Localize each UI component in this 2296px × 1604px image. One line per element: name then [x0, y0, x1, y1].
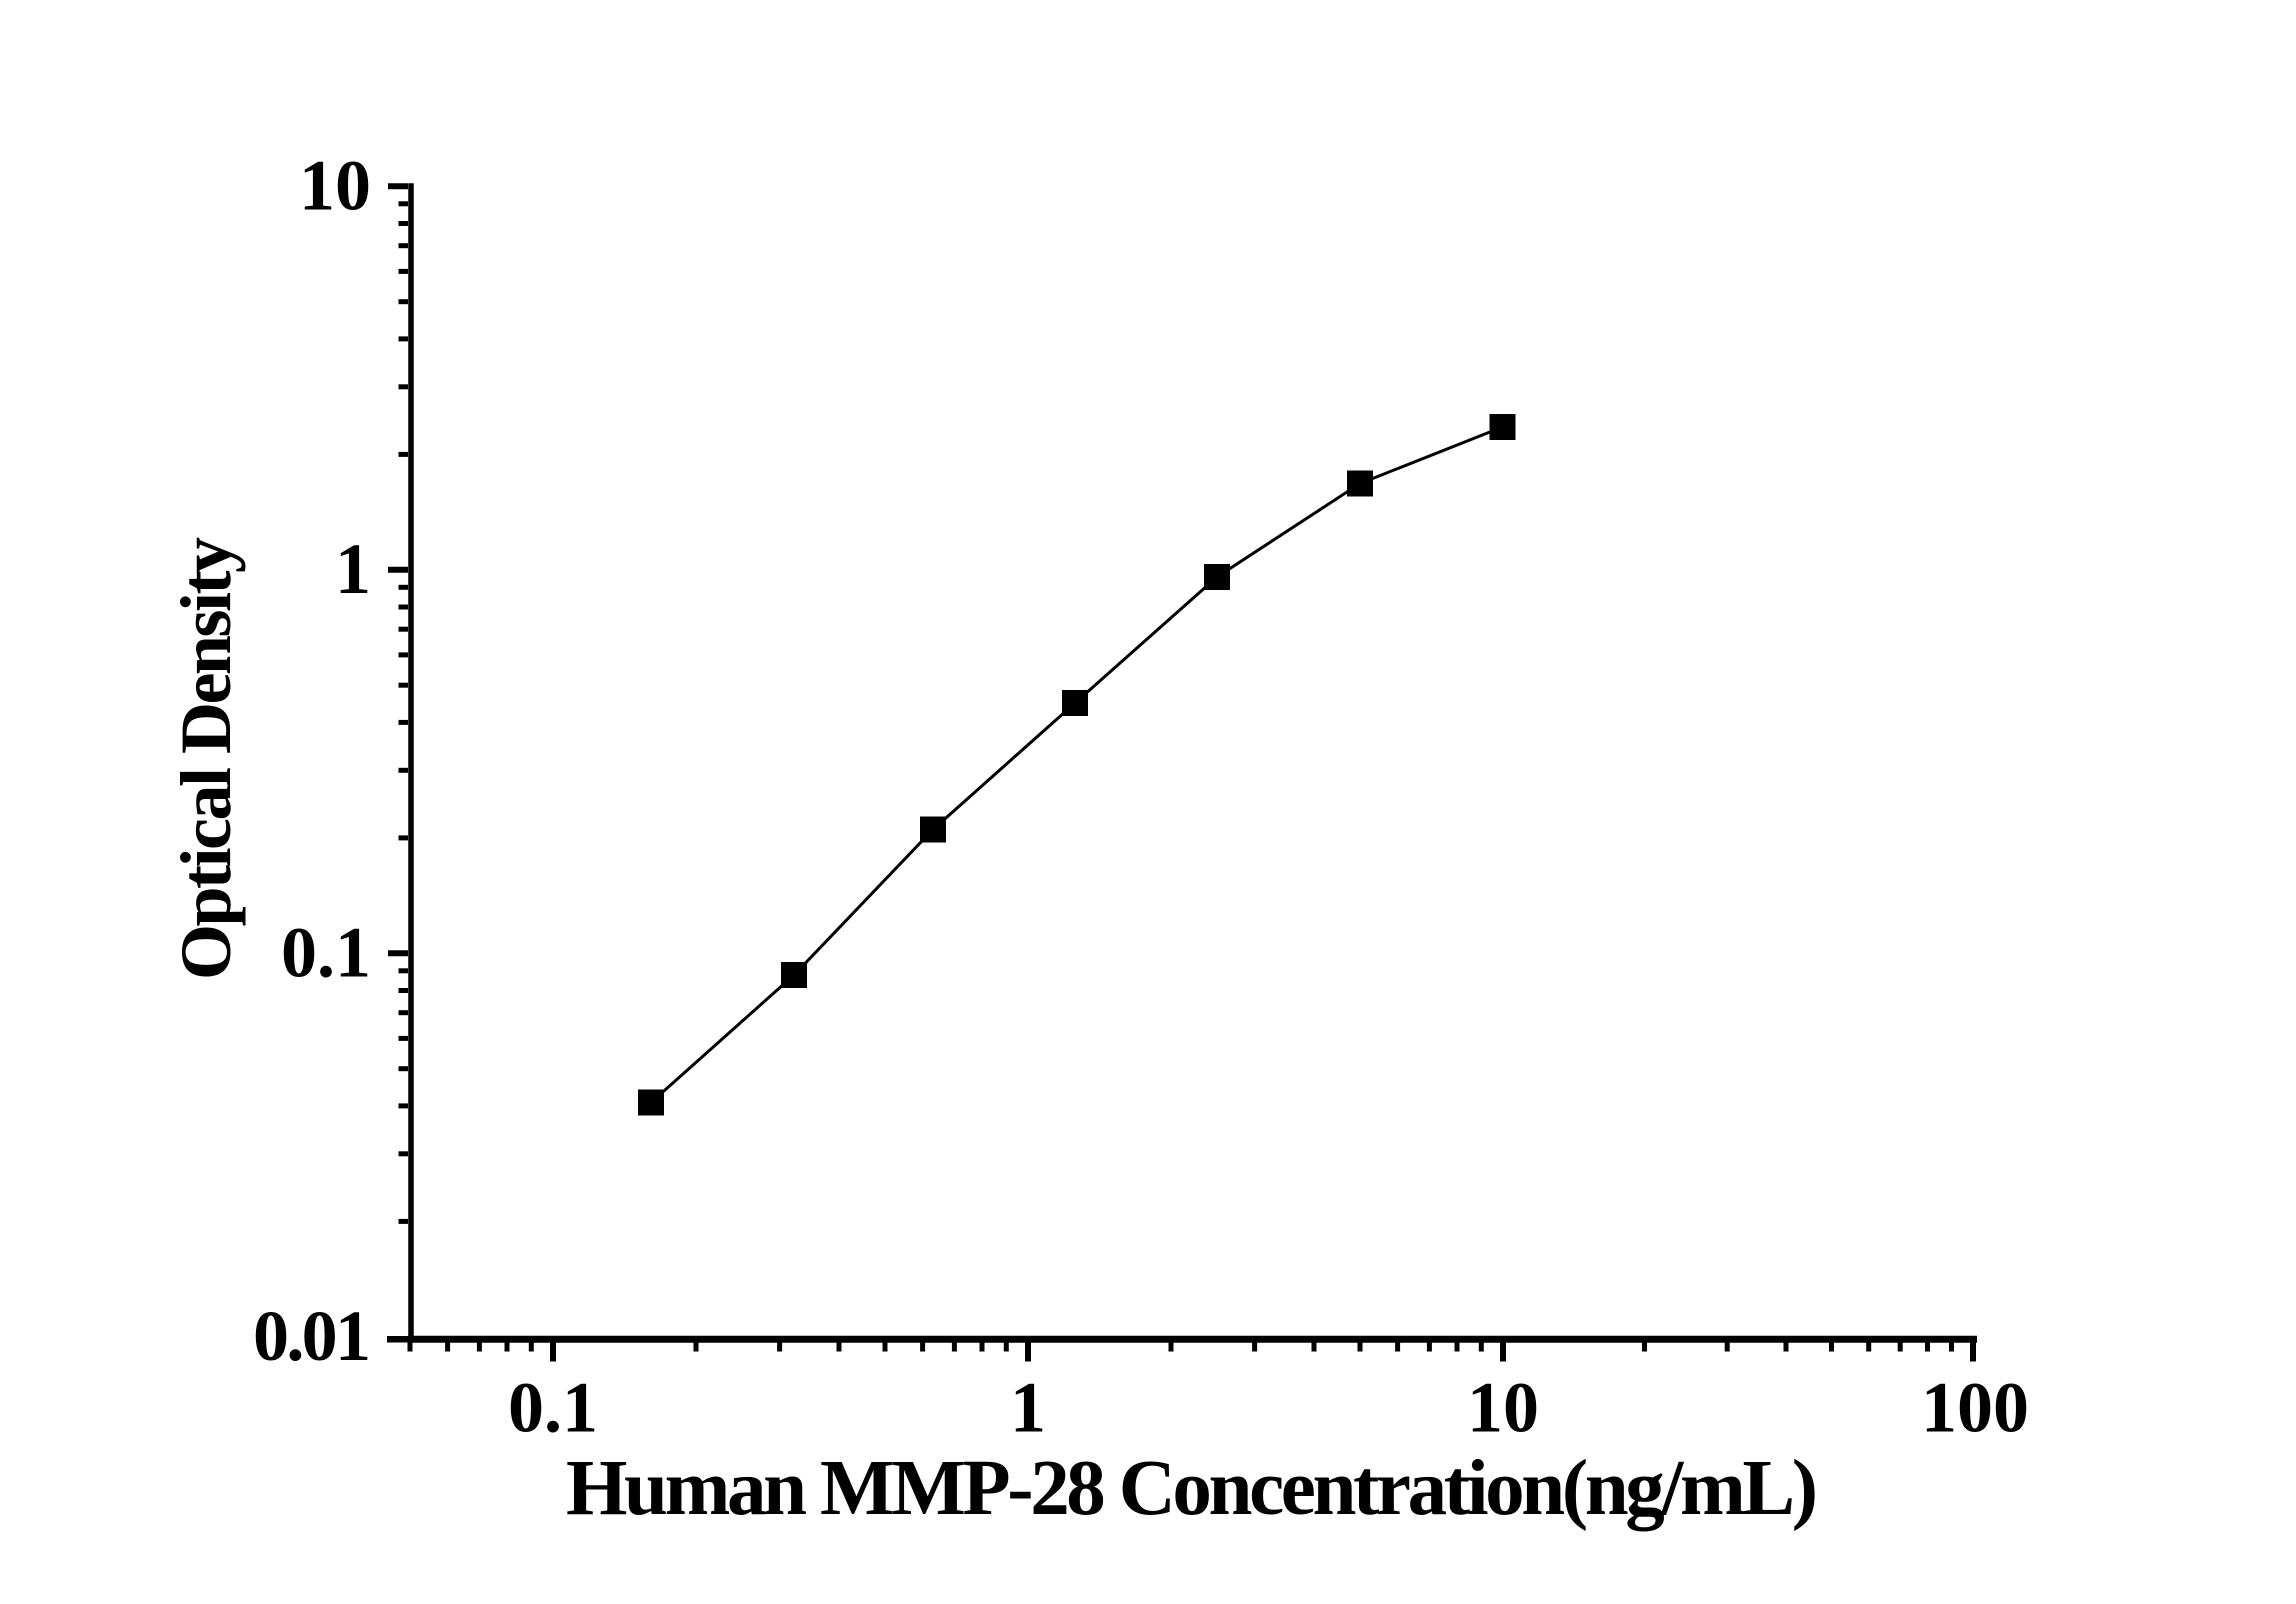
svg-text:10: 10	[299, 145, 371, 225]
svg-text:Human MMP-28 Concentration(ng/: Human MMP-28 Concentration(ng/mL)	[566, 1445, 1818, 1532]
svg-text:1: 1	[1010, 1367, 1046, 1447]
svg-text:Optical Density: Optical Density	[166, 537, 246, 980]
svg-text:1: 1	[335, 529, 371, 609]
svg-text:0.1: 0.1	[508, 1367, 598, 1447]
svg-text:0.1: 0.1	[281, 912, 371, 992]
svg-text:0.01: 0.01	[253, 1296, 371, 1376]
svg-text:10: 10	[1467, 1367, 1539, 1447]
svg-text:100: 100	[1921, 1367, 2029, 1447]
